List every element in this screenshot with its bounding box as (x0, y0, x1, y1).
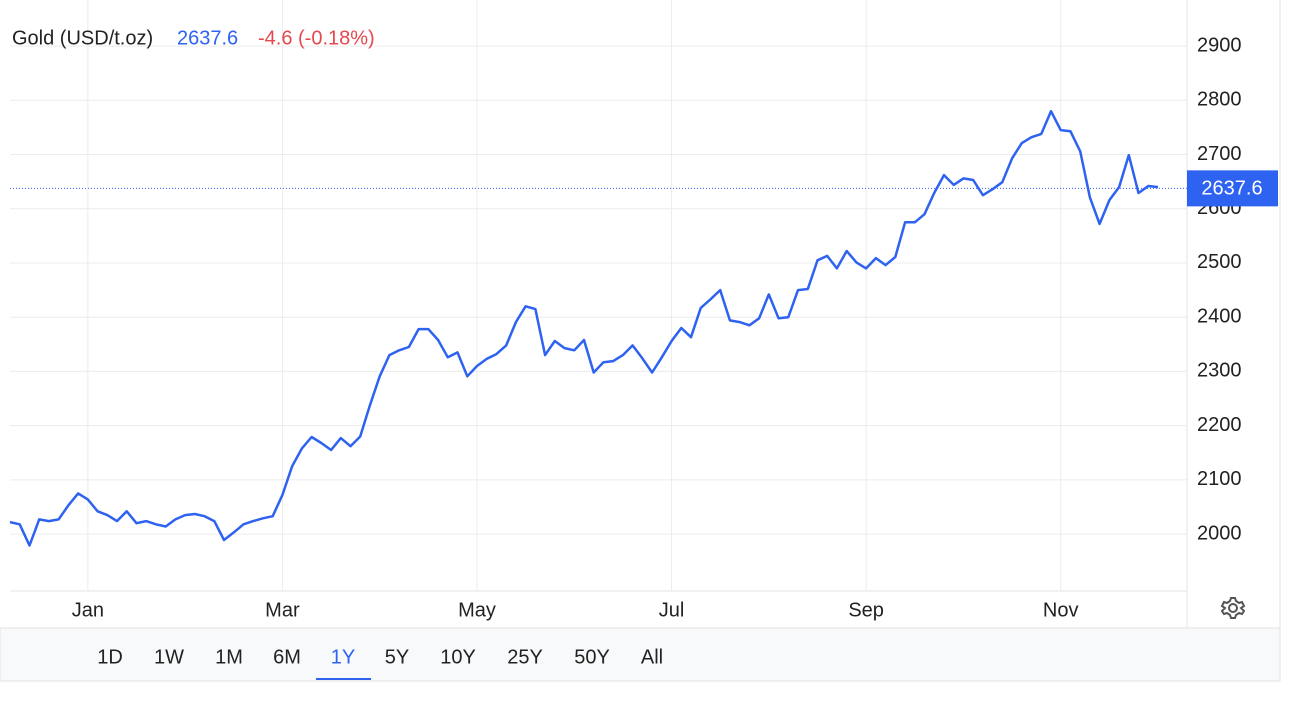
y-tick-label: 2400 (1197, 305, 1242, 327)
x-tick-label: Mar (265, 599, 300, 621)
x-tick-label: Nov (1043, 599, 1079, 621)
header-change: -4.6 (-0.18%) (258, 27, 375, 49)
y-tick-label: 2700 (1197, 143, 1242, 165)
y-tick-label: 2800 (1197, 89, 1242, 111)
range-button[interactable]: 1D (97, 646, 123, 668)
range-button[interactable]: 1M (215, 646, 243, 668)
range-button[interactable]: 5Y (385, 646, 409, 668)
last-price-label: 2637.6 (1201, 178, 1262, 200)
y-tick-label: 2900 (1197, 34, 1242, 56)
range-buttons: 1D 1W 1M 6M 1Y 5Y 10Y 25Y 50Y All (97, 646, 663, 680)
settings-icon[interactable] (1220, 597, 1246, 619)
header-price: 2637.6 (177, 27, 238, 49)
range-button[interactable]: 10Y (440, 646, 476, 668)
instrument-name: Gold (USD/t.oz) (12, 27, 153, 49)
gear-hub (1228, 603, 1238, 613)
last-price-tag (1187, 170, 1278, 207)
range-button[interactable]: 1W (154, 646, 184, 668)
y-tick-label: 2300 (1197, 360, 1242, 382)
range-button[interactable]: 1Y (331, 646, 355, 668)
range-bar (0, 627, 1281, 682)
x-tick-label: Jul (659, 599, 685, 621)
y-tick-label: 2200 (1197, 414, 1242, 436)
x-tick-label: Jan (72, 599, 104, 621)
y-tick-label: 2500 (1197, 251, 1242, 273)
price-line (9, 109, 1159, 547)
range-button[interactable]: 6M (273, 646, 301, 668)
range-button[interactable]: 50Y (574, 646, 610, 668)
selected-underline (316, 678, 371, 680)
plot (9, 109, 1187, 547)
x-tick-label: May (458, 599, 496, 621)
range-button[interactable]: All (641, 646, 663, 668)
y-tick-label: 2100 (1197, 468, 1242, 490)
x-tick-label: Sep (848, 599, 884, 621)
y-tick-label: 2000 (1197, 522, 1242, 544)
grid (10, 0, 1187, 591)
range-button[interactable]: 25Y (507, 646, 543, 668)
gear-outline (1220, 597, 1246, 619)
